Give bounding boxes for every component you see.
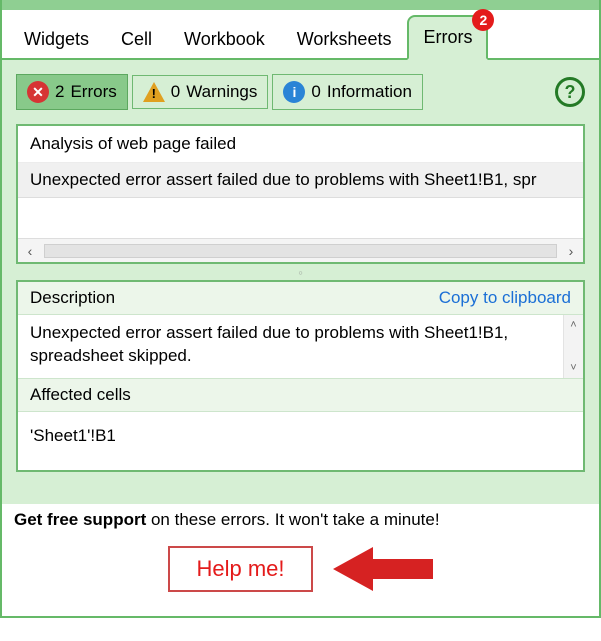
filter-warnings[interactable]: ! 0 Warnings — [132, 75, 269, 109]
scroll-right-icon[interactable]: › — [559, 243, 583, 259]
filter-errors-count: 2 — [55, 82, 64, 102]
description-text: Unexpected error assert failed due to pr… — [18, 315, 563, 378]
vertical-scrollbar[interactable]: ˄ ˅ — [563, 315, 583, 378]
error-list-header: Analysis of web page failed — [18, 126, 583, 163]
filter-warnings-count: 0 — [171, 82, 180, 102]
tab-cell[interactable]: Cell — [105, 17, 168, 60]
warning-icon: ! — [143, 82, 165, 102]
footer: Get free support on these errors. It won… — [2, 504, 599, 616]
error-list-empty — [18, 198, 583, 238]
description-box: Description Copy to clipboard Unexpected… — [16, 280, 585, 472]
scroll-track[interactable] — [44, 244, 557, 258]
window-titlebar — [2, 0, 599, 10]
affected-cells-text: 'Sheet1'!B1 — [18, 412, 583, 470]
scroll-up-icon[interactable]: ˄ — [564, 315, 583, 335]
description-title: Description — [30, 288, 115, 308]
filter-warnings-label: Warnings — [186, 82, 257, 102]
tab-errors-label: Errors — [423, 27, 472, 47]
footer-bold: Get free support — [14, 510, 146, 529]
help-me-button[interactable]: Help me! — [168, 546, 312, 592]
filter-information[interactable]: i 0 Information — [272, 74, 423, 110]
errors-panel-window: Widgets Cell Workbook Worksheets Errors … — [0, 0, 601, 618]
tab-workbook[interactable]: Workbook — [168, 17, 281, 60]
resize-handle-icon[interactable]: ○ — [16, 270, 585, 280]
info-icon: i — [283, 81, 305, 103]
tab-worksheets[interactable]: Worksheets — [281, 17, 408, 60]
filter-errors[interactable]: ✕ 2 Errors — [16, 74, 128, 110]
error-list-row[interactable]: Unexpected error assert failed due to pr… — [18, 163, 583, 198]
horizontal-scrollbar[interactable]: ‹ › — [18, 238, 583, 262]
error-icon: ✕ — [27, 81, 49, 103]
errors-panel: ✕ 2 Errors ! 0 Warnings i 0 Information … — [2, 60, 599, 504]
tab-widgets[interactable]: Widgets — [8, 17, 105, 60]
affected-cells-title: Affected cells — [18, 378, 583, 412]
scroll-down-icon[interactable]: ˅ — [564, 358, 583, 378]
filter-errors-label: Errors — [70, 82, 116, 102]
help-icon[interactable]: ? — [555, 77, 585, 107]
error-list: Analysis of web page failed Unexpected e… — [16, 124, 585, 264]
errors-badge: 2 — [472, 9, 494, 31]
arrow-icon — [333, 544, 433, 594]
filter-info-label: Information — [327, 82, 412, 102]
footer-rest: on these errors. It won't take a minute! — [146, 510, 439, 529]
tabstrip: Widgets Cell Workbook Worksheets Errors … — [2, 10, 599, 60]
filter-bar: ✕ 2 Errors ! 0 Warnings i 0 Information … — [16, 74, 585, 110]
scroll-left-icon[interactable]: ‹ — [18, 243, 42, 259]
copy-to-clipboard-link[interactable]: Copy to clipboard — [439, 288, 571, 308]
description-header: Description Copy to clipboard — [18, 282, 583, 315]
filter-info-count: 0 — [311, 82, 320, 102]
tab-errors[interactable]: Errors 2 — [407, 15, 488, 60]
footer-text: Get free support on these errors. It won… — [14, 510, 587, 530]
